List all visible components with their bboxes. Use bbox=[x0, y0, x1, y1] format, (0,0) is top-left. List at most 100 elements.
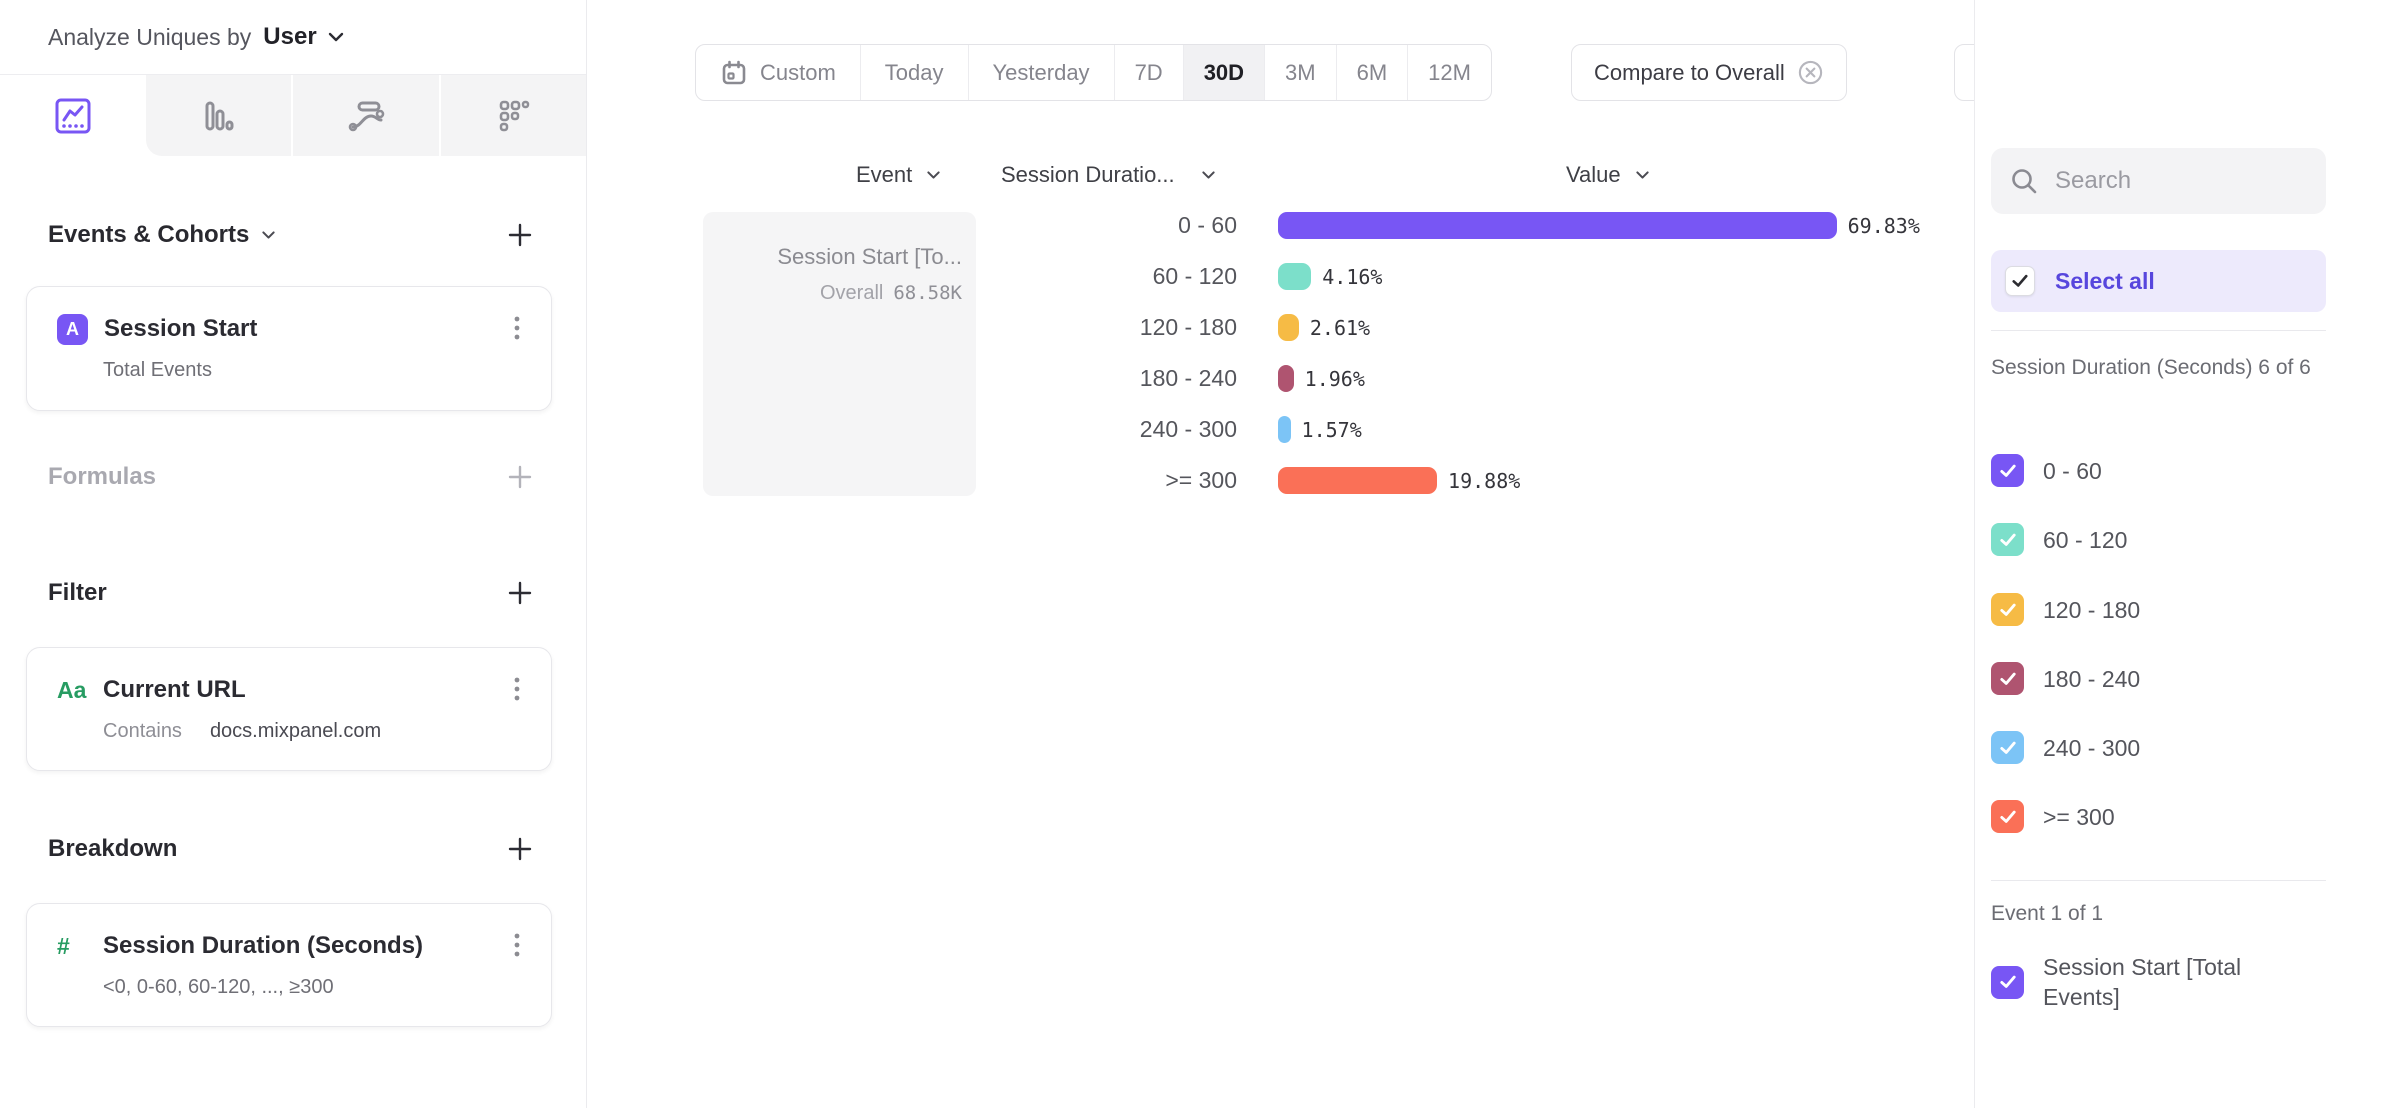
chevron-down-icon bbox=[927, 171, 940, 179]
chart-row-gte-300: >= 300 19.88% bbox=[700, 455, 1520, 506]
date-range-6m[interactable]: 6M bbox=[1337, 45, 1409, 100]
tab-bar-chart[interactable] bbox=[145, 75, 291, 156]
filter-condition[interactable]: Contains docs.mixpanel.com bbox=[103, 720, 381, 743]
segment-checkbox[interactable] bbox=[1991, 593, 2024, 626]
bar-value-label: 4.16% bbox=[1322, 264, 1383, 289]
date-range-label: 12M bbox=[1428, 59, 1471, 85]
column-header-breakdown-label: Session Duratio... bbox=[1001, 162, 1175, 187]
events-section-title: Events & Cohorts bbox=[48, 221, 276, 249]
filter-card-row: Aa Current URL bbox=[57, 670, 525, 710]
bar-240-300[interactable] bbox=[1278, 416, 1291, 443]
add-event-button[interactable] bbox=[505, 220, 535, 250]
segment-row-120-180[interactable]: 120 - 180 bbox=[1991, 593, 2140, 626]
string-property-icon: Aa bbox=[57, 676, 87, 703]
bucket-label: 0 - 60 bbox=[1178, 212, 1237, 238]
date-range-today[interactable]: Today bbox=[861, 45, 969, 100]
date-range-3m[interactable]: 3M bbox=[1265, 45, 1337, 100]
select-all-row[interactable]: Select all bbox=[1991, 250, 2326, 312]
bar-180-240[interactable] bbox=[1278, 365, 1294, 392]
date-range-custom[interactable]: Custom bbox=[696, 45, 861, 100]
segment-row-gte-300[interactable]: >= 300 bbox=[1991, 800, 2115, 833]
chevron-down-icon[interactable] bbox=[261, 229, 276, 241]
segment-row-0-60[interactable]: 0 - 60 bbox=[1991, 454, 2102, 487]
event-legend-label: Session Start [Total Events] bbox=[2043, 954, 2242, 1010]
search-input[interactable] bbox=[2055, 167, 2295, 195]
breakdown-buckets[interactable]: <0, 0-60, 60-120, ..., ≥300 bbox=[103, 976, 334, 998]
formulas-section-header: Formulas bbox=[48, 462, 535, 492]
compare-label: Compare to Overall bbox=[1594, 59, 1785, 85]
numeric-property-icon: # bbox=[57, 932, 70, 959]
filter-card-current-url[interactable]: Aa Current URL Contains docs.mixpanel.com bbox=[26, 647, 552, 771]
date-range-30d-selected[interactable]: 30D bbox=[1183, 45, 1266, 100]
analysis-entity-dropdown[interactable]: User bbox=[263, 23, 317, 50]
select-all-checkbox[interactable] bbox=[2005, 266, 2035, 296]
formulas-section-title: Formulas bbox=[48, 463, 157, 490]
event-name: Session Start bbox=[104, 315, 258, 342]
tab-insights-line-chart[interactable] bbox=[0, 75, 146, 156]
chevron-down-icon bbox=[1635, 171, 1649, 179]
bar-value-label: 1.57% bbox=[1301, 417, 1362, 442]
bar-gte-300[interactable] bbox=[1278, 467, 1438, 494]
date-range-12m[interactable]: 12M bbox=[1408, 45, 1491, 100]
date-range-yesterday[interactable]: Yesterday bbox=[969, 45, 1115, 100]
event-checkbox[interactable] bbox=[1991, 965, 2024, 999]
visualization-tab-strip bbox=[0, 74, 586, 156]
date-range-label: Yesterday bbox=[992, 59, 1090, 85]
chart-row-0-60: 0 - 60 69.83% bbox=[700, 200, 1920, 251]
column-header-value[interactable]: Value bbox=[1566, 162, 1650, 188]
segment-checkbox[interactable] bbox=[1991, 454, 2024, 487]
divider bbox=[1991, 880, 2326, 881]
kebab-menu-icon[interactable] bbox=[509, 926, 525, 966]
date-range-control: Custom Today Yesterday 7D 30D 3M 6M 12M bbox=[695, 44, 1492, 101]
event-card-session-start[interactable]: A Session Start Total Events bbox=[26, 286, 552, 411]
search-icon bbox=[2009, 166, 2039, 196]
segment-label: 60 - 120 bbox=[2043, 526, 2128, 553]
tab-retention[interactable] bbox=[438, 75, 586, 156]
remove-compare-x-circle-icon[interactable] bbox=[1797, 59, 1824, 86]
kebab-menu-icon[interactable] bbox=[509, 309, 525, 349]
segment-row-180-240[interactable]: 180 - 240 bbox=[1991, 662, 2140, 695]
event-overall-row: Overall 68.58K bbox=[703, 282, 962, 305]
segment-label: >= 300 bbox=[2043, 803, 2115, 830]
event-result-cell[interactable]: Session Start [To... Overall 68.58K bbox=[703, 212, 976, 496]
bar-value-label: 2.61% bbox=[1309, 315, 1371, 340]
retention-dots-icon bbox=[493, 96, 533, 136]
breakdown-section-header: Breakdown bbox=[48, 834, 535, 864]
breakdown-section-title: Breakdown bbox=[48, 835, 178, 862]
segment-label: 120 - 180 bbox=[2043, 596, 2141, 623]
bar-60-120[interactable] bbox=[1278, 263, 1312, 290]
segment-search-box[interactable] bbox=[1991, 148, 2326, 214]
tab-flows[interactable] bbox=[291, 75, 439, 156]
breakdown-card-session-duration[interactable]: # Session Duration (Seconds) <0, 0-60, 6… bbox=[26, 903, 552, 1027]
segment-row-60-120[interactable]: 60 - 120 bbox=[1991, 523, 2127, 556]
add-breakdown-button[interactable] bbox=[505, 834, 535, 864]
add-filter-button[interactable] bbox=[505, 578, 535, 608]
bucket-label: 60 - 120 bbox=[1152, 263, 1237, 289]
bar-120-180[interactable] bbox=[1278, 314, 1299, 341]
events-section-header: Events & Cohorts bbox=[48, 220, 535, 250]
bucket-label: 120 - 180 bbox=[1139, 314, 1237, 340]
chevron-down-icon[interactable] bbox=[327, 30, 345, 44]
breakdown-property-name: Session Duration (Seconds) bbox=[103, 932, 424, 959]
date-range-7d[interactable]: 7D bbox=[1115, 45, 1184, 100]
event-measurement[interactable]: Total Events bbox=[103, 359, 212, 381]
calendar-icon bbox=[720, 59, 748, 87]
filter-section-header: Filter bbox=[48, 578, 535, 608]
bar-0-60[interactable] bbox=[1278, 212, 1837, 239]
segment-checkbox[interactable] bbox=[1991, 523, 2024, 556]
segment-checkbox[interactable] bbox=[1991, 731, 2024, 764]
segment-row-240-300[interactable]: 240 - 300 bbox=[1991, 731, 2140, 764]
query-builder-sidebar: Analyze Uniques by User bbox=[0, 0, 587, 1108]
kebab-menu-icon[interactable] bbox=[509, 670, 525, 710]
add-formula-button[interactable] bbox=[505, 462, 535, 492]
segment-label: 180 - 240 bbox=[2043, 665, 2141, 692]
event-legend-row-session-start[interactable]: Session Start [Total Events] bbox=[1991, 952, 2273, 1012]
segment-checkbox[interactable] bbox=[1991, 800, 2024, 833]
column-header-breakdown[interactable]: Session Duratio... bbox=[1001, 162, 1216, 188]
column-header-event[interactable]: Event bbox=[856, 162, 941, 188]
chart-row-60-120: 60 - 120 4.16% bbox=[700, 251, 1382, 302]
segment-checkbox[interactable] bbox=[1991, 662, 2024, 695]
compare-to-overall-chip[interactable]: Compare to Overall bbox=[1571, 44, 1847, 101]
bar-value-label: 69.83% bbox=[1847, 213, 1920, 238]
